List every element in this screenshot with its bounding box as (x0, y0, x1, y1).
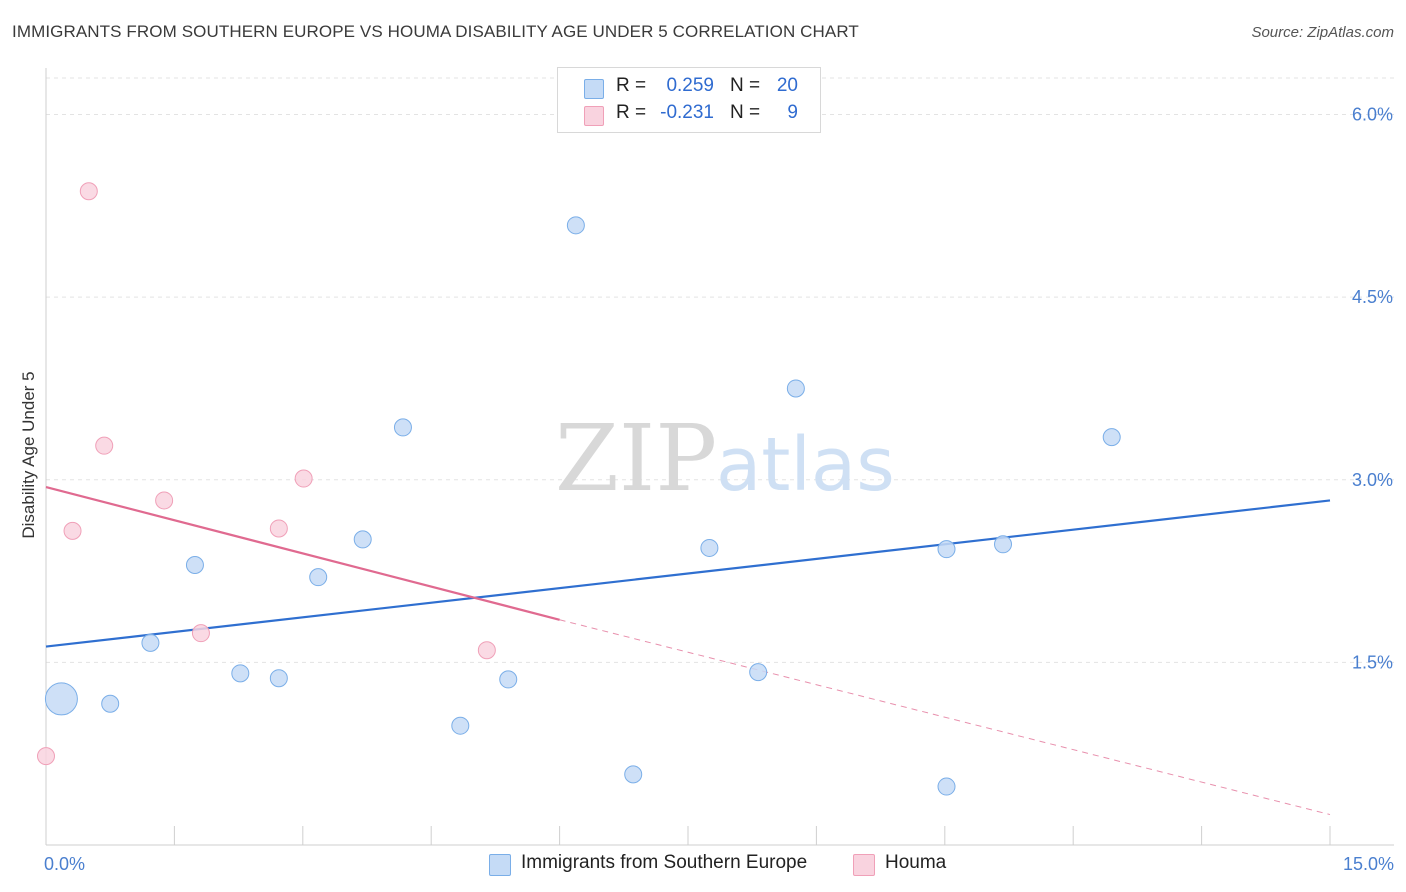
watermark-zip: ZIP (555, 405, 717, 512)
legend-row-southern-europe: R = 0.259 N = 20 (558, 73, 820, 101)
legend-n-label: N = (730, 102, 761, 123)
trend-line-houma-extension (559, 619, 1331, 816)
axis-layer: 1.5% 3.0% 4.5% 6.0% 0.0% 15.0% (44, 68, 1394, 874)
legend-swatch-pink (584, 106, 604, 126)
point-houma (269, 519, 288, 538)
point-southern-europe (499, 670, 518, 689)
legend-r-label: R = (616, 102, 647, 123)
point-southern-europe (141, 633, 160, 652)
point-southern-europe (353, 530, 372, 549)
point-southern-europe (937, 540, 956, 559)
point-houma (294, 469, 313, 488)
point-southern-europe (185, 555, 204, 574)
trend-line-houma (45, 486, 560, 621)
point-southern-europe (749, 663, 768, 682)
watermark-atlas: atlas (716, 422, 895, 508)
legend-n-value: 9 (787, 102, 798, 123)
y-tick-label: 6.0% (1352, 105, 1393, 125)
point-houma (63, 521, 82, 540)
legend-r-label: R = (616, 75, 647, 96)
point-southern-europe (566, 216, 585, 235)
point-houma (155, 491, 174, 510)
y-tick-label: 1.5% (1352, 652, 1393, 672)
legend-n-value: 20 (776, 75, 798, 96)
y-tick-label: 4.5% (1352, 287, 1393, 307)
point-southern-europe (393, 418, 412, 437)
series-legend-label: Houma (885, 852, 947, 873)
trend-layer (45, 486, 1331, 816)
point-southern-europe (1102, 428, 1121, 447)
point-houma (37, 747, 55, 766)
legend-swatch-blue (584, 79, 604, 99)
x-tick-label: 0.0% (44, 854, 85, 874)
trend-line-southern-europe (45, 499, 1331, 648)
series-swatch-pink (853, 854, 875, 876)
point-southern-europe (309, 568, 328, 587)
legend-row-houma: R = -0.231 N = 9 (558, 100, 820, 128)
y-axis-label: Disability Age Under 5 (19, 371, 38, 538)
x-tick-label: 15.0% (1343, 854, 1394, 874)
legend-r-value: -0.231 (660, 102, 714, 123)
point-layer (37, 182, 1121, 796)
series-legend: Immigrants from Southern Europe Houma (0, 852, 1406, 878)
point-southern-europe (44, 682, 78, 716)
legend-n-label: N = (730, 75, 761, 96)
point-houma (79, 182, 98, 201)
y-tick-label: 3.0% (1352, 470, 1393, 490)
point-southern-europe (101, 694, 120, 713)
chart-title: IMMIGRANTS FROM SOUTHERN EUROPE VS HOUMA… (12, 22, 859, 41)
grid-layer (46, 77, 1394, 663)
point-houma (477, 641, 496, 660)
point-southern-europe (937, 777, 956, 796)
series-swatch-blue (489, 854, 511, 876)
point-southern-europe (700, 538, 719, 557)
correlation-legend: R = 0.259 N = 20 R = -0.231 N = 9 (557, 67, 821, 133)
source-credit: Source: ZipAtlas.com (1251, 24, 1394, 41)
point-southern-europe (269, 669, 288, 688)
point-southern-europe (624, 765, 643, 784)
legend-r-value: 0.259 (666, 75, 714, 96)
point-houma (191, 624, 210, 643)
point-southern-europe (786, 379, 805, 398)
point-southern-europe (451, 716, 470, 735)
series-legend-label: Immigrants from Southern Europe (521, 852, 808, 873)
point-southern-europe (231, 664, 250, 683)
point-houma (95, 436, 114, 455)
point-southern-europe (994, 535, 1013, 554)
